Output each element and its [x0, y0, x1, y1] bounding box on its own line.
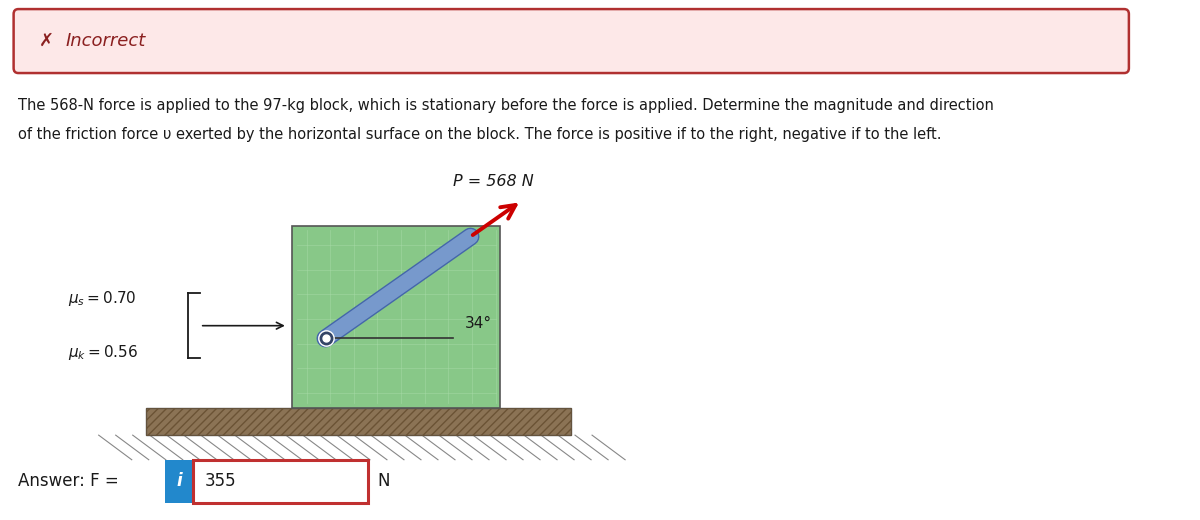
Bar [146, 408, 571, 435]
Text: of the friction force υ exerted by the horizontal surface on the block. The forc: of the friction force υ exerted by the h… [18, 127, 942, 142]
Text: The 568-N force is applied to the 97-kg block, which is stationary before the fo: The 568-N force is applied to the 97-kg … [18, 98, 995, 113]
FancyBboxPatch shape [164, 460, 193, 503]
Text: $\mu_k = 0.56$: $\mu_k = 0.56$ [68, 344, 139, 362]
Text: Incorrect: Incorrect [66, 32, 146, 49]
Text: i: i [176, 472, 182, 490]
Bar [146, 408, 571, 435]
Text: Answer: F =: Answer: F = [18, 472, 119, 490]
FancyBboxPatch shape [13, 9, 1129, 73]
Text: 355: 355 [204, 472, 236, 490]
Text: $\mu_s = 0.70$: $\mu_s = 0.70$ [68, 289, 137, 308]
FancyBboxPatch shape [193, 460, 368, 503]
Text: N: N [378, 472, 390, 490]
Text: 34°: 34° [464, 316, 492, 331]
Text: ✗: ✗ [40, 32, 54, 49]
Bar [293, 226, 500, 408]
Text: P = 568 N: P = 568 N [452, 174, 534, 189]
